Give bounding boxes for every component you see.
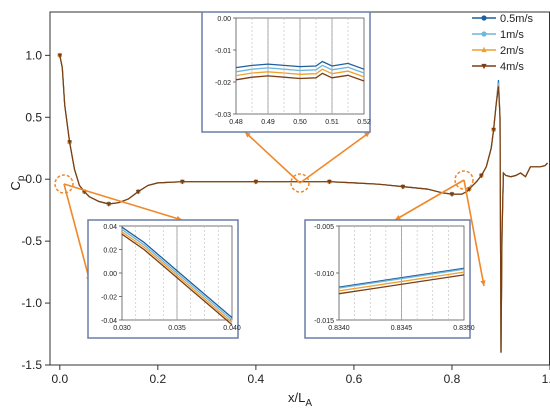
inset-series-line: [338, 268, 465, 289]
callout-line: [244, 131, 301, 184]
inset-y-tick-label: -0.010: [314, 271, 334, 278]
inset-x-tick-label: 0.030: [113, 325, 131, 332]
x-tick-label: 0.0: [51, 372, 68, 386]
x-axis-label: x/LA: [288, 390, 312, 409]
inset-x-tick-label: 0.8350: [453, 325, 475, 332]
inset-series-line: [235, 72, 365, 82]
inset-x-tick-label: 0.040: [223, 325, 241, 332]
zoom-circle: [54, 174, 74, 194]
x-tick-label: 0.4: [248, 372, 265, 386]
y-tick-label: 0.0: [25, 172, 42, 186]
inset-series-line: [121, 226, 233, 319]
inset-y-tick-label: 0.04: [103, 224, 117, 231]
callout-arrowhead: [480, 280, 486, 286]
inset-series-line: [235, 68, 365, 78]
callout-line: [63, 183, 91, 283]
inset-y-tick-label: -0.04: [101, 318, 117, 325]
zoom-circle: [290, 173, 310, 193]
data-point: [481, 15, 487, 21]
legend-label: 0.5m/s: [500, 13, 534, 25]
main-axes: 0.0 0.2 0.4 0.6 0.8 1.0 -1.5 -1.0 -0.5 0.0 0.5 1.0: [21, 11, 550, 386]
x-tick-label: 0.6: [346, 372, 363, 386]
data-point: [106, 202, 112, 207]
callout-arrowhead: [245, 132, 251, 138]
callout-arrowhead: [364, 132, 370, 138]
inset-x-tick-label: 0.49: [261, 119, 275, 126]
inset-right: 0.8340 0.8345 0.8350 -0.015 -0.010 -0.005: [304, 219, 475, 339]
legend-entry: 1m/s: [472, 29, 524, 41]
callout-line: [63, 183, 183, 221]
inset-x-tick-label: 0.8345: [391, 325, 413, 332]
inset-left: 0.030 0.035 0.040 -0.04 -0.02 0.00 0.02 0.04: [87, 219, 241, 339]
inset-y-tick-label: -0.01: [215, 48, 231, 55]
y-tick-label: 0.5: [25, 110, 42, 124]
data-point: [327, 179, 332, 185]
legend-label: 2m/s: [500, 45, 524, 57]
inset-y-tick-label: 0.00: [103, 271, 117, 278]
inset-x-tick-label: 0.48: [229, 119, 243, 126]
callout-arrowhead: [395, 215, 401, 220]
y-tick-label: -1.5: [21, 358, 42, 372]
inset-series-line: [121, 231, 233, 323]
inset-x-tick-label: 0.51: [325, 119, 339, 126]
inset-y-tick-label: 0.02: [103, 248, 117, 255]
inset-frame: [304, 219, 471, 339]
y-tick-label: 1.0: [25, 48, 42, 62]
zoom-circle: [454, 170, 474, 190]
inset-y-tick-label: -0.015: [314, 318, 334, 325]
inset-series-line: [235, 64, 365, 74]
legend-label: 4m/s: [500, 61, 524, 73]
data-point: [67, 140, 72, 145]
inset-series-line: [121, 228, 233, 321]
data-point: [479, 173, 484, 179]
callout-line: [299, 131, 371, 184]
data-point: [400, 184, 406, 190]
insets: 0.48 0.49 0.50 0.51 0.52-0.03-0.02-0.010.000…: [87, 11, 475, 339]
inset-series-line: [235, 60, 365, 70]
inset-x-tick-label: 0.8340: [328, 325, 350, 332]
inset-x-tick-label: 0.52: [357, 119, 371, 126]
inset-y-tick-label: -0.02: [215, 80, 231, 87]
x-tick-label: 1.0: [542, 372, 550, 386]
data-point: [481, 63, 487, 70]
inset-middle: 0.48 0.49 0.50 0.51 0.52 -0.03 -0.02 -0.01 0.00: [201, 11, 371, 133]
y-axis-label: Cp: [8, 175, 27, 190]
data-point: [57, 53, 63, 59]
data-point: [481, 46, 487, 53]
data-point: [481, 31, 487, 37]
inset-series-line: [121, 233, 233, 326]
inset-series-line: [338, 267, 465, 288]
legend-entry: 0.5m/s: [472, 13, 534, 25]
inset-x-tick-label: 0.50: [293, 119, 307, 126]
inset-y-tick-label: -0.02: [101, 295, 117, 302]
y-tick-label: -0.5: [21, 234, 42, 248]
callout-line: [463, 179, 485, 287]
inset-y-tick-label: 0.00: [217, 16, 231, 23]
callout-line: [394, 179, 465, 221]
data-point: [491, 127, 496, 133]
legend: 0.5m/s 1m/s 2m/s 4m/s: [472, 13, 534, 73]
legend-label: 1m/s: [500, 29, 524, 41]
legend-entry: 4m/s: [472, 61, 524, 73]
y-tick-label: -1.0: [21, 296, 42, 310]
data-point: [136, 189, 141, 195]
data-point: [253, 179, 259, 185]
inset-x-tick-label: 0.035: [168, 325, 186, 332]
x-tick-label: 0.2: [149, 372, 166, 386]
inset-y-tick-label: -0.005: [314, 224, 334, 231]
data-point: [180, 179, 185, 185]
data-point: [449, 192, 455, 197]
inset-y-tick-label: -0.03: [215, 112, 231, 119]
x-tick-label: 0.8: [444, 372, 461, 386]
callouts: [54, 131, 486, 287]
legend-entry: 2m/s: [472, 45, 524, 57]
inset-series-line: [338, 274, 465, 295]
inset-series-line: [338, 271, 465, 292]
